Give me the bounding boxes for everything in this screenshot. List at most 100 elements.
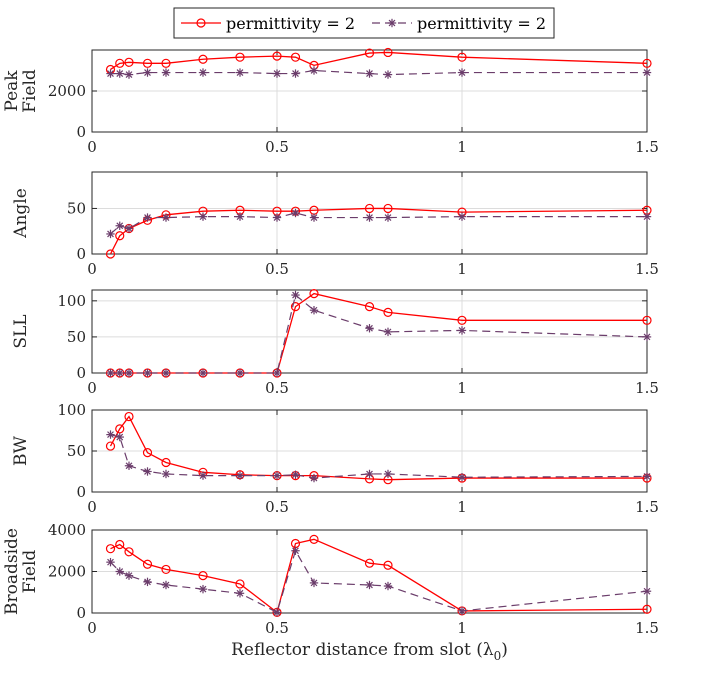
data-point [124, 411, 134, 422]
y-tick-label: 100 [57, 401, 86, 419]
x-tick-label: 1.5 [635, 619, 659, 637]
y-axis-label: BW [11, 435, 31, 465]
data-point-stroke [144, 214, 151, 221]
data-point [383, 581, 393, 591]
data-point [142, 559, 153, 569]
data-point [383, 213, 393, 222]
data-point [124, 57, 134, 67]
data-point-stroke [125, 225, 133, 232]
data-point [198, 68, 208, 77]
data-point [142, 58, 153, 68]
data-point-stroke [125, 572, 133, 580]
data-point [115, 221, 124, 230]
data-point [457, 212, 467, 221]
data-point-stroke [199, 69, 207, 76]
data-point [290, 302, 301, 312]
data-point-stroke [107, 369, 114, 377]
data-point [161, 58, 171, 68]
data-point-stroke [310, 67, 318, 74]
x-tick-label: 1 [457, 619, 467, 637]
data-point [105, 249, 116, 259]
x-tick-label: 0 [87, 138, 97, 156]
data-point-stroke [366, 70, 373, 77]
data-point [115, 69, 124, 78]
data-point [143, 68, 152, 77]
data-point [235, 52, 245, 62]
data-point-stroke [384, 71, 392, 78]
data-point [198, 584, 208, 594]
data-point [291, 208, 300, 218]
x-tick-label: 0.5 [265, 619, 289, 637]
data-point-stroke [643, 333, 651, 341]
data-point [142, 448, 153, 458]
series-line-1 [109, 415, 647, 481]
data-point-stroke [458, 213, 466, 221]
y-axis-label: Broadside [2, 528, 22, 615]
data-point-stroke [199, 369, 207, 377]
data-point-stroke [643, 69, 651, 76]
data-point [291, 290, 300, 300]
data-point-stroke [162, 581, 170, 589]
y-axis-label: Peak [2, 70, 22, 112]
data-point [235, 68, 245, 77]
data-point [364, 302, 375, 312]
series-line-2 [110, 212, 647, 235]
x-tick-label: 0.5 [265, 498, 289, 516]
data-point-stroke [273, 608, 281, 616]
data-point-stroke [236, 213, 244, 221]
data-point-stroke [144, 369, 151, 377]
data-point-stroke [125, 369, 133, 377]
data-point [115, 368, 124, 378]
data-point [457, 606, 467, 616]
series-line-1 [110, 51, 648, 71]
data-point-stroke [144, 578, 151, 586]
data-point-stroke [458, 69, 466, 76]
y-axis-label: SLL [11, 314, 31, 348]
y-tick-label: 2000 [48, 82, 86, 100]
data-point-stroke [116, 70, 124, 77]
y-tick-label: 50 [67, 199, 86, 217]
data-point-stroke [384, 582, 392, 590]
data-point [457, 52, 467, 62]
data-point [161, 457, 171, 468]
x-tick-label: 1 [457, 379, 467, 397]
legend: permittivity = 2 permittivity = 2 [173, 7, 555, 39]
data-point [309, 289, 319, 299]
series-line-1 [109, 207, 648, 255]
chart-panel-3: 0 0.5 1 1.5 0 50 100 SLL [11, 289, 659, 397]
data-point [115, 58, 125, 68]
data-point-stroke [162, 69, 170, 76]
legend-marker-asterisk [387, 18, 397, 28]
data-point [198, 368, 208, 378]
y-tick-label: 50 [67, 442, 86, 460]
data-point-stroke [125, 462, 133, 470]
legend-marker-stroke [388, 19, 396, 27]
data-point [309, 66, 319, 75]
data-point [106, 69, 115, 78]
data-point [106, 430, 115, 439]
series-line-2 [110, 549, 648, 614]
x-tick-label: 1.5 [635, 138, 659, 156]
data-point [383, 469, 393, 479]
data-point [105, 441, 116, 451]
data-point [106, 229, 115, 239]
x-tick-label: 0 [87, 498, 97, 516]
chart-panel-4: 0 0.5 1 1.5 0 50 100 BW [11, 401, 659, 516]
y-tick-label: 100 [57, 292, 86, 310]
x-tick-label: 0 [87, 379, 97, 397]
data-point [161, 564, 171, 575]
data-point-stroke [366, 214, 373, 221]
y-axis-label: Field [20, 550, 40, 594]
data-point [161, 68, 171, 77]
data-point [309, 534, 319, 544]
data-point-stroke [366, 324, 373, 332]
data-point-stroke [125, 71, 133, 78]
data-point [383, 47, 393, 58]
data-point [198, 471, 208, 480]
data-point [383, 560, 393, 570]
x-tick-label: 1 [457, 260, 467, 278]
data-point [272, 471, 282, 480]
data-point [272, 368, 282, 378]
data-point-stroke [236, 369, 244, 377]
